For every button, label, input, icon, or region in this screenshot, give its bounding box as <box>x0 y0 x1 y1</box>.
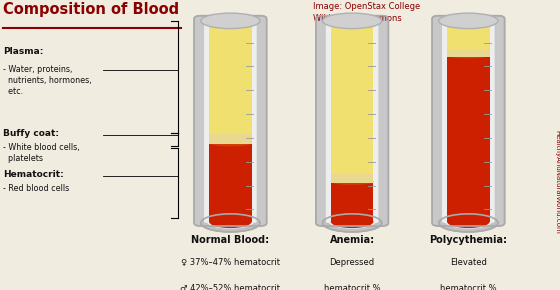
Text: - Water, proteins,
  nutrients, hormones,
  etc.: - Water, proteins, nutrients, hormones, … <box>3 65 92 97</box>
Text: ♀ 37%–47% hematocrit: ♀ 37%–47% hematocrit <box>181 258 280 267</box>
Ellipse shape <box>438 214 498 232</box>
Text: hematocrit %: hematocrit % <box>324 284 380 290</box>
FancyBboxPatch shape <box>442 17 494 223</box>
FancyBboxPatch shape <box>447 49 489 222</box>
Ellipse shape <box>201 13 260 29</box>
Ellipse shape <box>447 215 489 228</box>
FancyBboxPatch shape <box>331 175 374 222</box>
Text: Anemia:: Anemia: <box>330 235 375 244</box>
FancyBboxPatch shape <box>204 17 256 223</box>
Ellipse shape <box>207 215 254 229</box>
Text: Image: OpenStax College
Wikimedia Commons: Image: OpenStax College Wikimedia Common… <box>314 2 421 23</box>
Text: Depressed: Depressed <box>330 258 375 267</box>
Ellipse shape <box>209 140 251 146</box>
Text: - White blood cells,
  platelets: - White blood cells, platelets <box>3 143 80 163</box>
Text: Buffy coat:: Buffy coat: <box>3 128 59 137</box>
Ellipse shape <box>447 14 489 22</box>
Ellipse shape <box>209 14 251 22</box>
Text: Polycythemia:: Polycythemia: <box>430 235 507 244</box>
Ellipse shape <box>331 14 374 22</box>
Text: HealthyAndNaturalWorld.com: HealthyAndNaturalWorld.com <box>554 130 560 234</box>
Text: Plasma:: Plasma: <box>3 47 44 56</box>
Ellipse shape <box>447 52 489 59</box>
Ellipse shape <box>329 215 376 229</box>
Text: Hematocrit:: Hematocrit: <box>3 170 64 179</box>
Text: ♂ 42%–52% hematocrit: ♂ 42%–52% hematocrit <box>180 284 281 290</box>
Ellipse shape <box>331 215 374 228</box>
Ellipse shape <box>323 13 382 29</box>
Ellipse shape <box>323 214 382 232</box>
FancyBboxPatch shape <box>209 134 251 144</box>
Ellipse shape <box>201 214 260 232</box>
FancyBboxPatch shape <box>194 16 267 226</box>
FancyBboxPatch shape <box>447 50 489 57</box>
FancyBboxPatch shape <box>331 174 374 183</box>
Text: Normal Blood:: Normal Blood: <box>192 235 269 244</box>
Ellipse shape <box>445 215 492 229</box>
FancyBboxPatch shape <box>331 18 374 175</box>
Text: - Red blood cells: - Red blood cells <box>3 184 69 193</box>
Text: Composition of Blood: Composition of Blood <box>3 2 180 17</box>
FancyBboxPatch shape <box>209 137 251 222</box>
FancyBboxPatch shape <box>326 17 379 223</box>
Ellipse shape <box>331 179 374 185</box>
FancyBboxPatch shape <box>209 18 251 135</box>
FancyBboxPatch shape <box>432 16 505 226</box>
Text: hematocrit %: hematocrit % <box>440 284 497 290</box>
Ellipse shape <box>438 13 498 29</box>
FancyBboxPatch shape <box>316 16 389 226</box>
Ellipse shape <box>209 215 251 228</box>
FancyBboxPatch shape <box>447 18 489 50</box>
Text: Elevated: Elevated <box>450 258 487 267</box>
